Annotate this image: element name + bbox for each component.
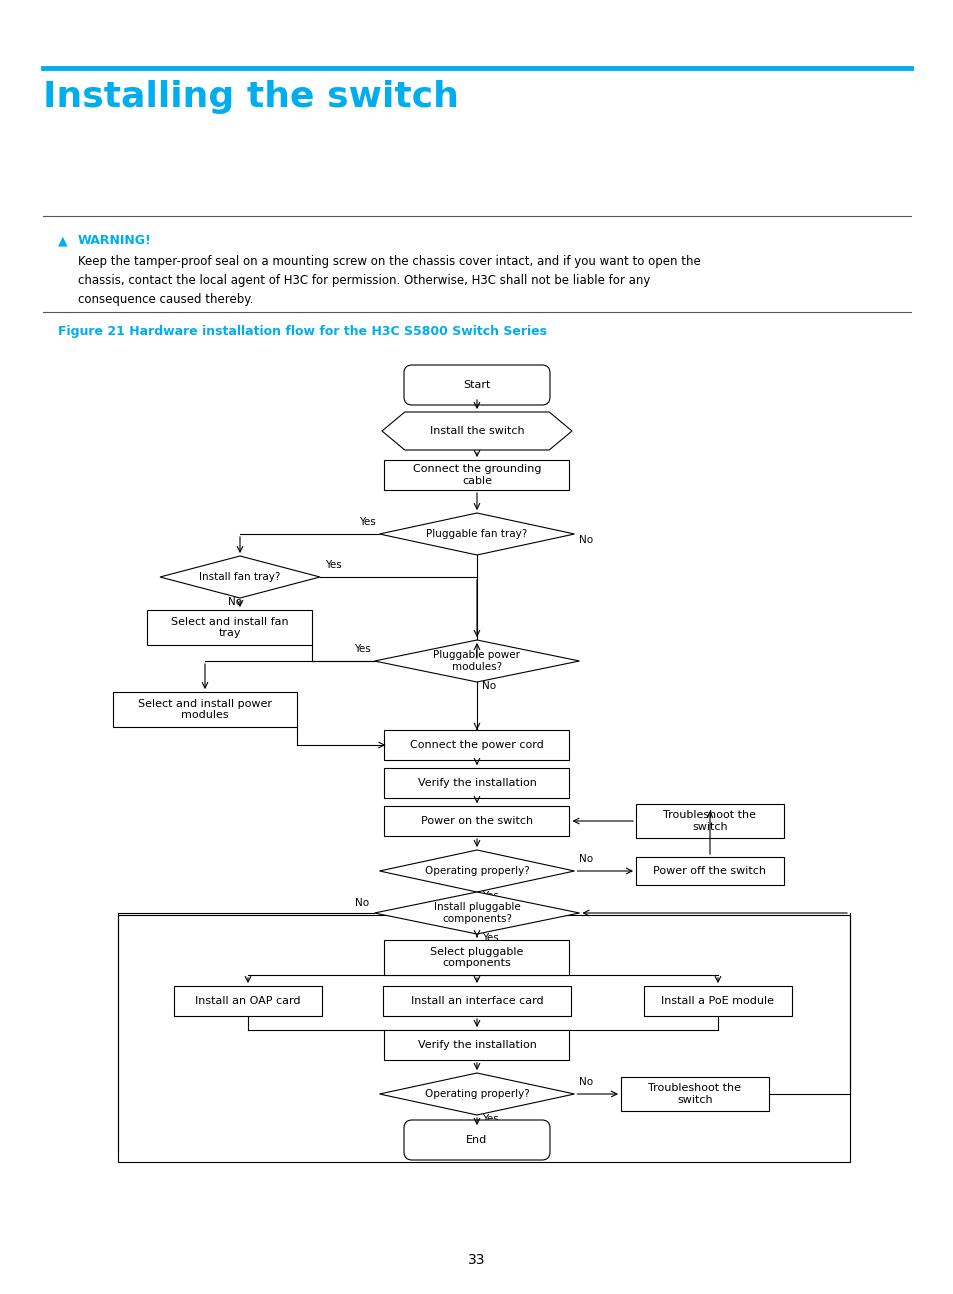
Text: Install fan tray?: Install fan tray? <box>199 572 280 582</box>
FancyBboxPatch shape <box>382 986 571 1016</box>
FancyBboxPatch shape <box>384 806 569 836</box>
Text: Yes: Yes <box>358 518 375 527</box>
FancyBboxPatch shape <box>403 365 550 405</box>
Text: Install an OAP card: Install an OAP card <box>195 996 300 1005</box>
Text: Yes: Yes <box>481 892 498 901</box>
Text: Power on the switch: Power on the switch <box>420 817 533 826</box>
Text: No: No <box>578 534 593 545</box>
Text: Install the switch: Install the switch <box>429 426 524 436</box>
Text: Keep the tamper-proof seal on a mounting screw on the chassis cover intact, and : Keep the tamper-proof seal on a mounting… <box>78 255 700 305</box>
FancyBboxPatch shape <box>148 609 313 644</box>
Text: Connect the power cord: Connect the power cord <box>410 740 543 751</box>
FancyBboxPatch shape <box>173 986 322 1016</box>
FancyBboxPatch shape <box>384 459 569 490</box>
Polygon shape <box>379 512 574 555</box>
Polygon shape <box>375 892 578 934</box>
Polygon shape <box>379 850 574 892</box>
FancyBboxPatch shape <box>384 769 569 798</box>
Text: Install a PoE module: Install a PoE module <box>660 996 774 1005</box>
FancyBboxPatch shape <box>384 730 569 760</box>
Polygon shape <box>375 641 578 682</box>
FancyBboxPatch shape <box>636 804 783 839</box>
Text: Yes: Yes <box>354 644 370 653</box>
Text: Operating properly?: Operating properly? <box>424 866 529 876</box>
Text: Select and install fan
tray: Select and install fan tray <box>171 617 289 638</box>
Text: Troubleshoot the
switch: Troubleshoot the switch <box>662 810 756 832</box>
Text: Select pluggable
components: Select pluggable components <box>430 947 523 968</box>
Text: Pluggable fan tray?: Pluggable fan tray? <box>426 529 527 540</box>
FancyBboxPatch shape <box>384 1030 569 1060</box>
Text: Install an interface card: Install an interface card <box>410 996 543 1005</box>
FancyBboxPatch shape <box>112 692 297 727</box>
Text: Select and install power
modules: Select and install power modules <box>138 699 272 721</box>
Text: Operating properly?: Operating properly? <box>424 1090 529 1099</box>
Text: No: No <box>355 898 369 908</box>
FancyBboxPatch shape <box>620 1077 768 1112</box>
Text: Install pluggable
components?: Install pluggable components? <box>434 902 519 924</box>
Text: Installing the switch: Installing the switch <box>43 80 458 114</box>
Text: Troubleshoot the
switch: Troubleshoot the switch <box>648 1083 740 1105</box>
FancyBboxPatch shape <box>643 986 791 1016</box>
Text: ▲: ▲ <box>58 234 68 247</box>
FancyBboxPatch shape <box>403 1121 550 1159</box>
Text: Start: Start <box>463 380 490 389</box>
FancyBboxPatch shape <box>384 939 569 974</box>
Text: Figure 21 Hardware installation flow for the H3C S5800 Switch Series: Figure 21 Hardware installation flow for… <box>58 325 546 338</box>
Bar <box>118 915 849 1162</box>
Text: No: No <box>481 681 496 691</box>
Text: Yes: Yes <box>325 560 341 569</box>
Polygon shape <box>381 411 572 450</box>
Text: WARNING!: WARNING! <box>78 234 152 247</box>
Polygon shape <box>160 556 319 598</box>
Text: Pluggable power
modules?: Pluggable power modules? <box>433 650 520 672</box>
Text: No: No <box>228 597 242 607</box>
Text: Connect the grounding
cable: Connect the grounding cable <box>413 465 540 485</box>
Text: Yes: Yes <box>481 933 498 943</box>
Text: Power off the switch: Power off the switch <box>653 866 765 876</box>
Text: 33: 33 <box>468 1253 485 1267</box>
Polygon shape <box>379 1073 574 1115</box>
Text: End: End <box>466 1135 487 1145</box>
FancyBboxPatch shape <box>636 857 783 885</box>
Text: Verify the installation: Verify the installation <box>417 778 536 788</box>
Text: Verify the installation: Verify the installation <box>417 1040 536 1049</box>
Text: Yes: Yes <box>481 1114 498 1124</box>
Text: No: No <box>578 1077 593 1087</box>
Text: No: No <box>578 854 593 864</box>
